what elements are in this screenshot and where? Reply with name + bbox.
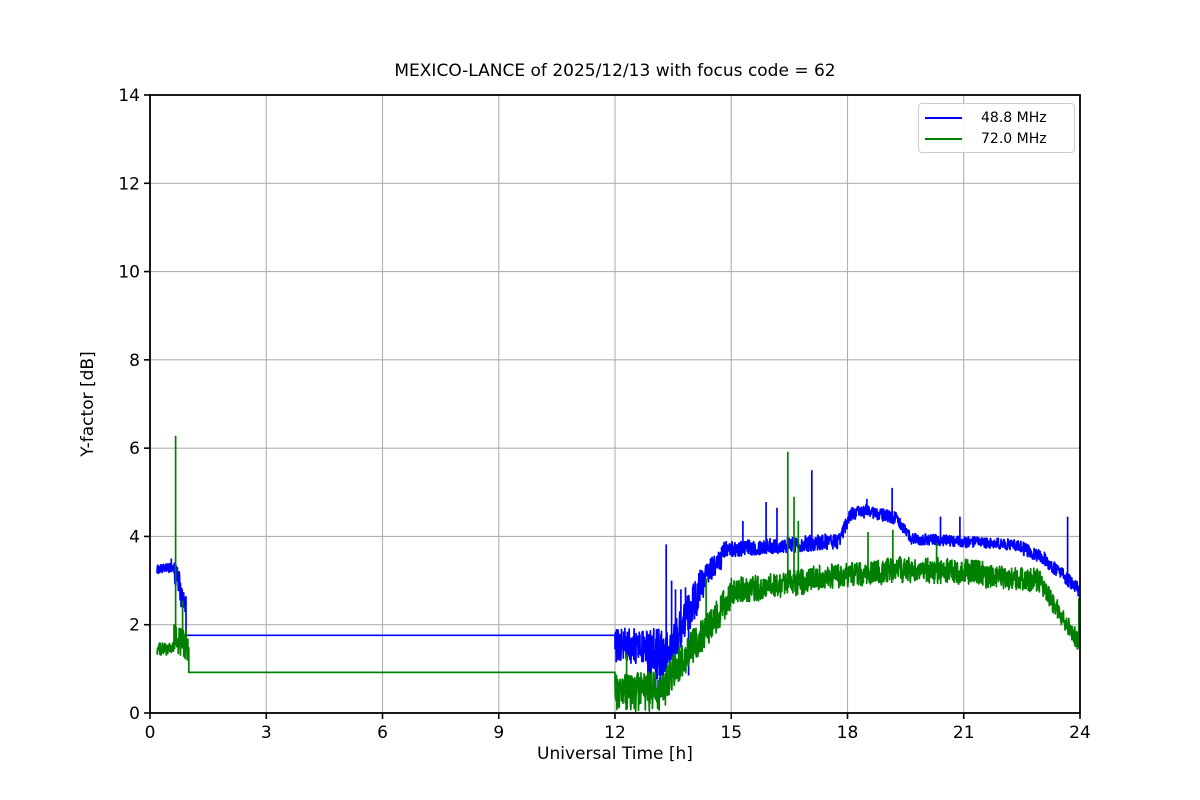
y-tick-label-0: 0 (129, 704, 140, 724)
legend-line-sample (925, 137, 962, 140)
x-tick-label-15: 15 (720, 723, 742, 743)
y-tick-label-2: 2 (129, 616, 140, 636)
legend-item-label: 72.0 MHz (981, 130, 1047, 147)
legend-item: 48.8 MHz (925, 107, 1066, 128)
x-tick-label-3: 3 (261, 723, 272, 743)
x-tick-label-12: 12 (604, 723, 626, 743)
y-tick-label-8: 8 (129, 351, 140, 371)
x-tick-label-0: 0 (145, 723, 156, 743)
x-tick-label-18: 18 (837, 723, 859, 743)
x-tick-label-21: 21 (953, 723, 975, 743)
legend: 48.8 MHz 72.0 MHz (918, 103, 1075, 153)
series-line-72.0-mhz (156, 435, 1080, 713)
legend-item: 72.0 MHz (925, 128, 1066, 149)
x-axis-label: Universal Time [h] (537, 744, 693, 764)
y-tick-label-14: 14 (118, 86, 140, 106)
x-tick-label-6: 6 (377, 723, 388, 743)
y-tick-label-6: 6 (129, 439, 140, 459)
legend-line-sample (925, 116, 962, 119)
y-tick-label-10: 10 (118, 263, 140, 283)
chart-title: MEXICO-LANCE of 2025/12/13 with focus co… (394, 61, 836, 81)
legend-item-label: 48.8 MHz (981, 109, 1047, 126)
x-tick-label-24: 24 (1069, 723, 1091, 743)
series-line-48.8-mhz (156, 470, 1080, 700)
y-tick-label-4: 4 (129, 527, 140, 547)
x-tick-label-9: 9 (493, 723, 504, 743)
y-tick-label-12: 12 (118, 174, 140, 194)
